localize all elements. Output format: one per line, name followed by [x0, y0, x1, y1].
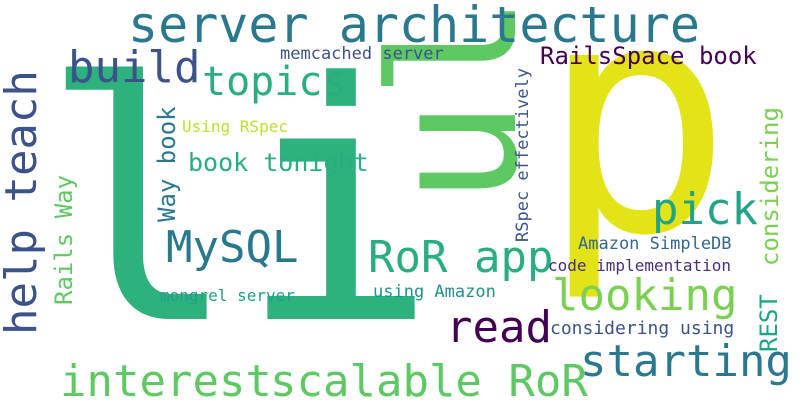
word-using-amazon: using Amazon	[373, 282, 496, 302]
word-code-implementation: code implementation	[548, 256, 732, 275]
word-railsspace-book: RailsSpace book	[540, 42, 757, 70]
word-li: li	[40, 13, 438, 397]
word-amazon-simpledb: Amazon SimpleDB	[578, 234, 732, 254]
word-topics: topics	[202, 59, 347, 105]
word-rest: REST	[755, 294, 783, 352]
word-mongrel-server: mongrel server	[160, 286, 295, 305]
word-mysql: MySQL	[166, 222, 299, 273]
word-p: p	[540, 0, 733, 306]
word-server-architecture: server architecture	[128, 0, 700, 54]
word-help-teach: help teach	[0, 70, 47, 335]
word-scalable-ror: scalable RoR	[270, 356, 588, 400]
word-build: build	[68, 42, 201, 93]
word-memcached-server: memcached server	[280, 44, 444, 64]
word-starting: starting	[580, 336, 792, 387]
word-using-rspec: Using RSpec	[182, 117, 288, 136]
word-rails-way: Rails Way	[50, 174, 78, 305]
word-book-tonight: book tonight	[188, 148, 369, 177]
word-ror-app: RoR app	[368, 232, 554, 283]
word-interest: interest	[60, 356, 272, 400]
word-looking: looking	[552, 270, 738, 321]
word-pick: pick	[652, 184, 758, 235]
word-considering-using: considering using	[550, 318, 735, 339]
word-way-book: Way book	[153, 106, 181, 222]
word-considering: considering	[756, 107, 784, 266]
word-read: read	[446, 302, 552, 353]
word-rspec-effectively: RSpec effectively	[513, 68, 533, 242]
